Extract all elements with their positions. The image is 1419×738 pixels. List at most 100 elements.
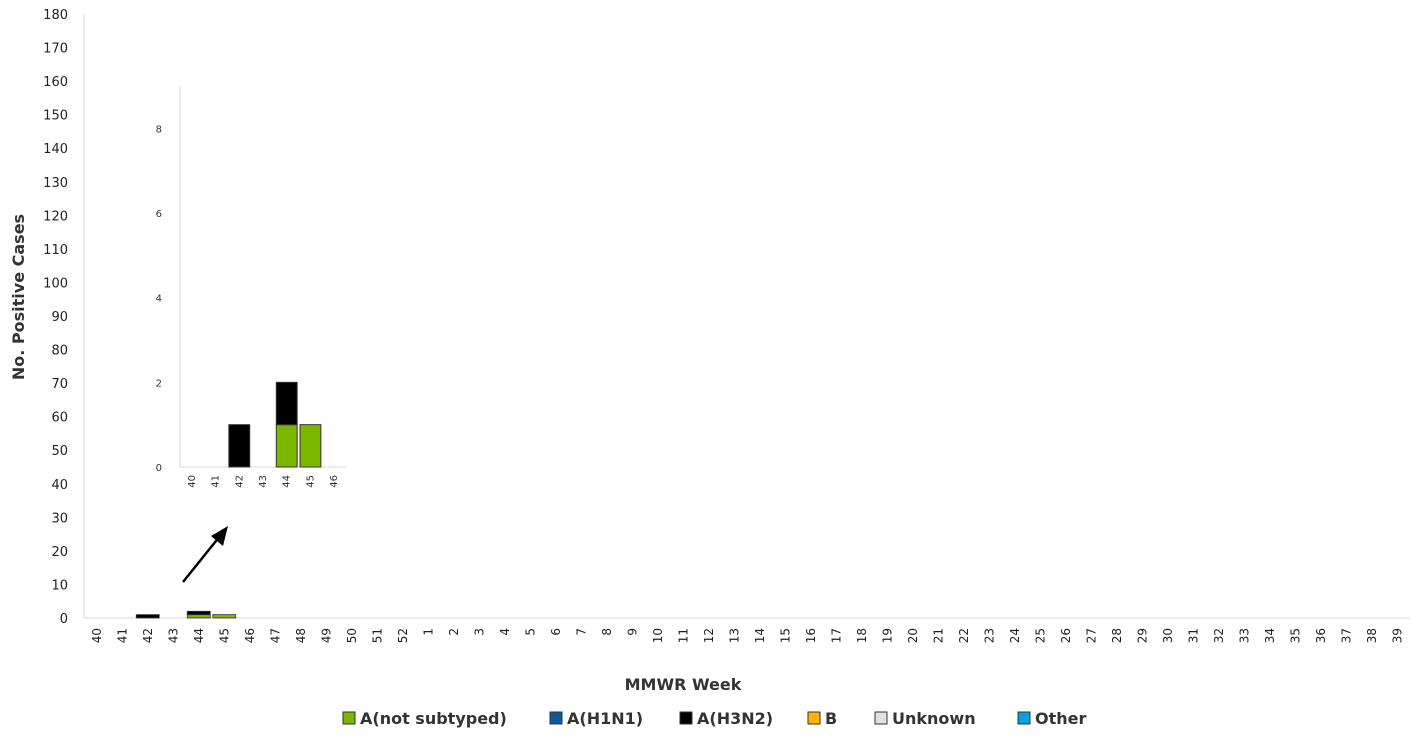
x-tick-label: 16 bbox=[804, 628, 818, 643]
y-tick-label: 20 bbox=[51, 545, 68, 560]
x-tick-label: 3 bbox=[472, 628, 486, 636]
x-tick-label: 31 bbox=[1186, 628, 1200, 643]
legend-label: A(H1N1) bbox=[567, 709, 643, 728]
x-tick-label: 22 bbox=[957, 628, 971, 643]
y-tick-label: 170 bbox=[43, 42, 68, 57]
x-tick-label: 52 bbox=[396, 628, 410, 643]
bar-segment bbox=[212, 614, 237, 619]
y-axis-ticks: 0 10 20 30 40 50 60 70 80 90 100 110 120 130 140 150 160… bbox=[43, 8, 68, 627]
x-tick-label: 34 bbox=[1263, 628, 1277, 643]
x-tick-label: 28 bbox=[1110, 628, 1124, 643]
y-axis-title: No. Positive Cases bbox=[9, 214, 28, 380]
x-tick-label: 12 bbox=[702, 628, 716, 643]
inset-y-axis-ticks: 0 2 4 6 8 bbox=[156, 124, 162, 474]
legend-swatch bbox=[549, 711, 563, 725]
x-tick-label: 17 bbox=[829, 628, 843, 643]
x-tick-label: 47 bbox=[268, 628, 282, 643]
legend: A(not subtyped) A(H1N1) A(H3N2) B Unknown Oth… bbox=[342, 709, 1086, 728]
inset-x-axis-ticks: 40 41 42 43 44 45 46 bbox=[187, 475, 340, 488]
legend-label: Unknown bbox=[892, 709, 976, 728]
legend-swatch bbox=[1017, 711, 1031, 725]
x-tick-label: 18 bbox=[855, 628, 869, 643]
inset-x-tick-label: 43 bbox=[258, 475, 269, 488]
inset-x-tick-label: 41 bbox=[211, 475, 222, 488]
x-tick-label: 1 bbox=[421, 628, 435, 636]
zoom-arrow bbox=[182, 526, 228, 583]
legend-swatch bbox=[807, 711, 821, 725]
x-tick-label: 5 bbox=[523, 628, 537, 636]
x-tick-label: 38 bbox=[1365, 628, 1379, 643]
y-tick-label: 150 bbox=[43, 109, 68, 124]
x-axis-ticks: 40 41 42 43 44 45 46 47 48 49 50 51 52 1 2 3 4 5 6 7 8 9 10 11 1… bbox=[90, 628, 1405, 643]
y-tick-label: 0 bbox=[60, 612, 68, 627]
x-tick-label: 41 bbox=[115, 628, 129, 643]
x-tick-label: 20 bbox=[906, 628, 920, 643]
inset-y-tick-label: 4 bbox=[156, 294, 162, 305]
legend-label: Other bbox=[1035, 709, 1086, 728]
x-tick-label: 26 bbox=[1059, 628, 1073, 643]
inset-bar-segment bbox=[228, 424, 251, 468]
y-tick-label: 100 bbox=[43, 276, 68, 291]
x-tick-label: 30 bbox=[1161, 628, 1175, 643]
y-tick-label: 180 bbox=[43, 8, 68, 23]
x-tick-label: 9 bbox=[625, 628, 639, 636]
y-tick-label: 30 bbox=[51, 511, 68, 526]
x-tick-label: 40 bbox=[90, 628, 104, 643]
x-tick-label: 27 bbox=[1084, 628, 1098, 643]
x-tick-label: 10 bbox=[651, 628, 665, 643]
y-tick-label: 90 bbox=[51, 310, 68, 325]
inset-bars bbox=[228, 381, 322, 468]
x-tick-label: 13 bbox=[727, 628, 741, 643]
legend-label: A(not subtyped) bbox=[360, 709, 507, 728]
inset-y-tick-label: 6 bbox=[156, 209, 162, 220]
inset-y-tick-label: 2 bbox=[156, 378, 162, 389]
x-tick-label: 19 bbox=[880, 628, 894, 643]
x-tick-label: 50 bbox=[345, 628, 359, 643]
bars bbox=[135, 610, 237, 619]
x-tick-label: 8 bbox=[600, 628, 614, 636]
x-tick-label: 37 bbox=[1339, 628, 1353, 643]
x-tick-label: 29 bbox=[1135, 628, 1149, 643]
legend-swatch bbox=[874, 711, 888, 725]
x-tick-label: 43 bbox=[166, 628, 180, 643]
x-tick-label: 11 bbox=[676, 628, 690, 643]
x-tick-label: 35 bbox=[1288, 628, 1302, 643]
inset-x-tick-label: 44 bbox=[282, 475, 293, 488]
inset-x-tick-label: 40 bbox=[187, 475, 198, 488]
x-tick-label: 21 bbox=[931, 628, 945, 643]
inset-y-tick-label: 8 bbox=[156, 124, 162, 135]
x-tick-label: 32 bbox=[1212, 628, 1226, 643]
bar-segment bbox=[186, 614, 211, 619]
inset-bar-segment bbox=[275, 381, 298, 426]
y-tick-label: 140 bbox=[43, 142, 68, 157]
y-tick-label: 40 bbox=[51, 478, 68, 493]
x-tick-label: 36 bbox=[1314, 628, 1328, 643]
x-tick-label: 14 bbox=[753, 628, 767, 643]
bar-segment bbox=[186, 610, 211, 616]
bar-segment bbox=[135, 614, 160, 619]
inset-bar-segment bbox=[299, 424, 322, 468]
x-tick-label: 2 bbox=[447, 628, 461, 636]
inset-x-tick-label: 46 bbox=[329, 475, 340, 488]
x-axis-title: MMWR Week bbox=[625, 675, 742, 694]
x-tick-label: 51 bbox=[370, 628, 384, 643]
y-tick-label: 120 bbox=[43, 209, 68, 224]
y-tick-label: 110 bbox=[43, 243, 68, 258]
x-tick-label: 7 bbox=[574, 628, 588, 636]
x-tick-label: 33 bbox=[1237, 628, 1251, 643]
x-tick-label: 49 bbox=[319, 628, 333, 643]
x-tick-label: 25 bbox=[1033, 628, 1047, 643]
y-tick-label: 50 bbox=[51, 444, 68, 459]
y-tick-label: 60 bbox=[51, 411, 68, 426]
y-tick-label: 130 bbox=[43, 176, 68, 191]
x-tick-label: 48 bbox=[294, 628, 308, 643]
legend-swatch bbox=[342, 711, 356, 725]
x-tick-label: 39 bbox=[1390, 628, 1404, 643]
y-tick-label: 10 bbox=[51, 578, 68, 593]
x-tick-label: 45 bbox=[217, 628, 231, 643]
y-tick-label: 160 bbox=[43, 75, 68, 90]
inset-x-tick-label: 42 bbox=[234, 475, 245, 488]
